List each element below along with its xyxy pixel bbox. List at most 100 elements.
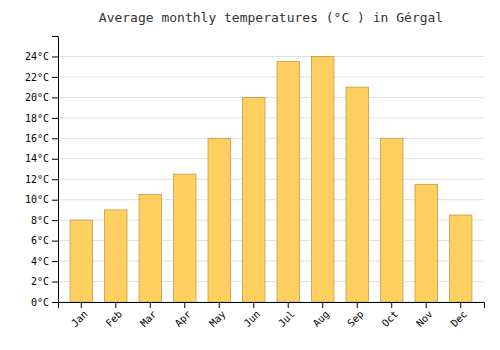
x-tick-label: Jul [276,308,297,329]
y-tick: 4°C [31,256,58,267]
y-tick-mark [52,220,58,221]
x-tick: Apr [173,302,194,329]
y-tick-mark [52,302,58,303]
bar [105,210,127,302]
y-tick: 0°C [31,297,58,308]
grid-line [58,56,484,57]
x-tick-mark [357,302,358,308]
y-tick-label: 22°C [25,72,49,83]
y-tick-label: 16°C [25,133,49,144]
y-tick-label: 12°C [25,174,49,185]
chart: 0°C 2°C 4°C 6°C 8°C 10°C 12°C 14°C 16°C 18°C 20°C 2… [0,0,500,350]
bar [70,220,92,302]
x-tick-mark [322,302,323,308]
x-tick-label: Feb [104,308,125,329]
y-tick-mark [52,282,58,283]
x-tick-label: Nov [414,308,435,329]
x-axis-line [59,303,485,309]
plot: 0°C 2°C 4°C 6°C 8°C 10°C 12°C 14°C 16°C 18°C 20°C 2… [25,37,485,329]
grid-line [58,138,484,139]
y-tick-label: 6°C [31,235,49,246]
y-tick-mark [52,56,58,57]
y-tick-label: 4°C [31,256,49,267]
x-tick: Dec [449,302,470,329]
x-tick-mark [81,302,82,308]
x-tick-mark [115,302,116,308]
x-tick-mark [391,302,392,308]
y-tick-label: 14°C [25,153,49,164]
bar [346,87,368,302]
bar [243,97,265,302]
x-tick-mark [150,302,151,308]
y-tick: 22°C [25,72,58,83]
bar [277,62,299,302]
y-tick: 12°C [25,174,58,185]
x-tick-label: Oct [380,308,401,329]
x-tick-mark [460,302,461,308]
y-tick: 14°C [25,153,58,164]
y-tick-label: 20°C [25,92,49,103]
x-tick: Feb [104,302,125,329]
x-tick-mark [288,302,289,308]
bar [312,56,334,302]
y-tick: 8°C [31,215,58,226]
x-tick: Sep [345,302,366,329]
y-tick-mark [52,118,58,119]
bar [450,215,472,302]
grid-line [58,158,484,159]
x-tick: Oct [380,302,401,329]
title: Average monthly temperatures (°C ) in Gé… [99,10,443,25]
x-axis: Jan Feb Mar Apr May Jun Jul Aug Sep Oct Nov Dec [59,302,485,329]
y-tick-mark [52,179,58,180]
y-axis: 0°C 2°C 4°C 6°C 8°C 10°C 12°C 14°C 16°C 18°C 20°C 2… [25,37,59,308]
bar [208,138,230,302]
y-tick-mark [52,97,58,98]
bar [381,138,403,302]
y-tick-mark [52,241,58,242]
bars [70,56,472,302]
bar [139,195,161,302]
y-tick: 24°C [25,51,58,62]
grid-line [58,117,484,118]
x-tick-label: Apr [173,308,194,329]
x-tick-mark [426,302,427,308]
x-tick: Jan [69,302,90,329]
x-tick: Mar [138,302,159,329]
x-tick-label: May [207,308,228,329]
y-tick-label: 24°C [25,51,49,62]
y-tick-mark [52,138,58,139]
y-tick-label: 0°C [31,297,49,308]
y-tick-label: 8°C [31,215,49,226]
y-tick: 2°C [31,276,58,287]
y-tick-label: 2°C [31,276,49,287]
y-axis-line [52,37,59,303]
x-tick-label: Sep [345,308,366,329]
x-tick: Jul [276,302,297,329]
y-tick-mark [52,200,58,201]
grid [58,56,484,302]
grid-line [58,97,484,98]
y-tick: 20°C [25,92,58,103]
x-tick-label: Jun [242,308,263,329]
x-tick-label: Dec [449,308,470,329]
y-tick-mark [52,77,58,78]
y-tick: 16°C [25,133,58,144]
y-tick-mark [52,159,58,160]
x-tick-mark [184,302,185,308]
y-tick: 10°C [25,194,58,205]
y-tick-label: 18°C [25,113,49,124]
x-tick-label: Jan [69,308,90,329]
grid-line [58,179,484,180]
bar [415,184,437,302]
x-tick-mark [253,302,254,308]
x-tick: Nov [414,302,435,329]
y-tick-label: 10°C [25,194,49,205]
grid-line [58,76,484,77]
y-tick-mark [52,261,58,262]
y-tick: 18°C [25,113,58,124]
x-tick-mark [219,302,220,308]
x-tick-label: Mar [138,308,159,329]
bar [174,174,196,302]
x-tick: Jun [242,302,263,329]
x-tick-label: Aug [311,308,332,329]
